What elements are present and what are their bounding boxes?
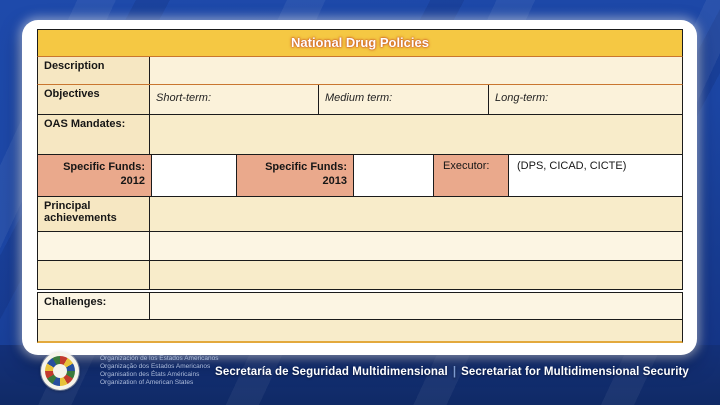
drug-policies-table: National Drug Policies Description Objec… [37,29,683,345]
empty-row-2-label-cell [38,261,149,289]
specific-funds-row: Specific Funds: 2012 Specific Funds: 201… [37,155,683,197]
description-row: Description [37,57,683,85]
oas-mandates-label: OAS Mandates: [38,115,149,154]
challenges-label: Challenges: [38,293,149,319]
empty-row-3 [37,320,683,343]
specific-funds-2012-value-cell [151,155,236,196]
objectives-long-term-cell: Long-term: [488,85,682,114]
page-title: National Drug Policies [291,35,429,50]
principal-achievements-value-cell [149,197,682,231]
oas-mandates-value-cell [149,115,682,154]
empty-row-1-value-cell [149,232,682,260]
secretariat-title-es: Secretaría de Seguridad Multidimensional [215,366,448,378]
objectives-label: Objectives [38,85,149,114]
objectives-row: Objectives Short-term: Medium term: Long… [37,85,683,115]
specific-funds-2012-label: Specific Funds: 2012 [38,155,151,196]
empty-row-2 [37,261,683,290]
footer-band [0,345,720,405]
org-line-pt: Organização dos Estados Americanos [100,363,211,370]
empty-row-1-label-cell [38,232,149,260]
challenges-value-cell [149,293,682,319]
objectives-medium-term-cell: Medium term: [318,85,488,114]
secretariat-title-en: Secretariat for Multidimensional Securit… [461,366,689,378]
specific-funds-2013-label: Specific Funds: 2013 [236,155,353,196]
table-title-row: National Drug Policies [37,29,683,57]
description-label: Description [38,57,149,84]
org-line-fr: Organisation des États Américains [100,371,200,378]
org-line-es: Organización de los Estados Americanos [100,355,219,362]
specific-funds-2013-year: 2013 [322,175,347,187]
challenges-row: Challenges: [37,292,683,320]
specific-funds-2013-value-cell [353,155,433,196]
oas-seal-logo [41,352,79,390]
secretariat-title: Secretaría de Seguridad Multidimensional… [202,366,702,378]
specific-funds-2013-text: Specific Funds: [265,161,347,173]
empty-row-2-value-cell [149,261,682,289]
objectives-short-term-cell: Short-term: [149,85,318,114]
description-value-cell [149,57,682,84]
principal-achievements-label: Principal achievements [38,197,149,231]
principal-achievements-row: Principal achievements [37,197,683,232]
secretariat-title-divider: | [452,366,457,378]
org-line-en: Organization of American States [100,379,194,386]
empty-row-1 [37,232,683,261]
oas-organization-names: Organización de los Estados Americanos O… [100,355,219,387]
oas-mandates-row: OAS Mandates: [37,115,683,155]
executor-label: Executor: [433,155,508,196]
executor-value-cell: (DPS, CICAD, CICTE) [508,155,682,196]
specific-funds-2012-year: 2012 [120,175,145,187]
slide-card: National Drug Policies Description Objec… [22,20,697,355]
specific-funds-2012-text: Specific Funds: [63,161,145,173]
